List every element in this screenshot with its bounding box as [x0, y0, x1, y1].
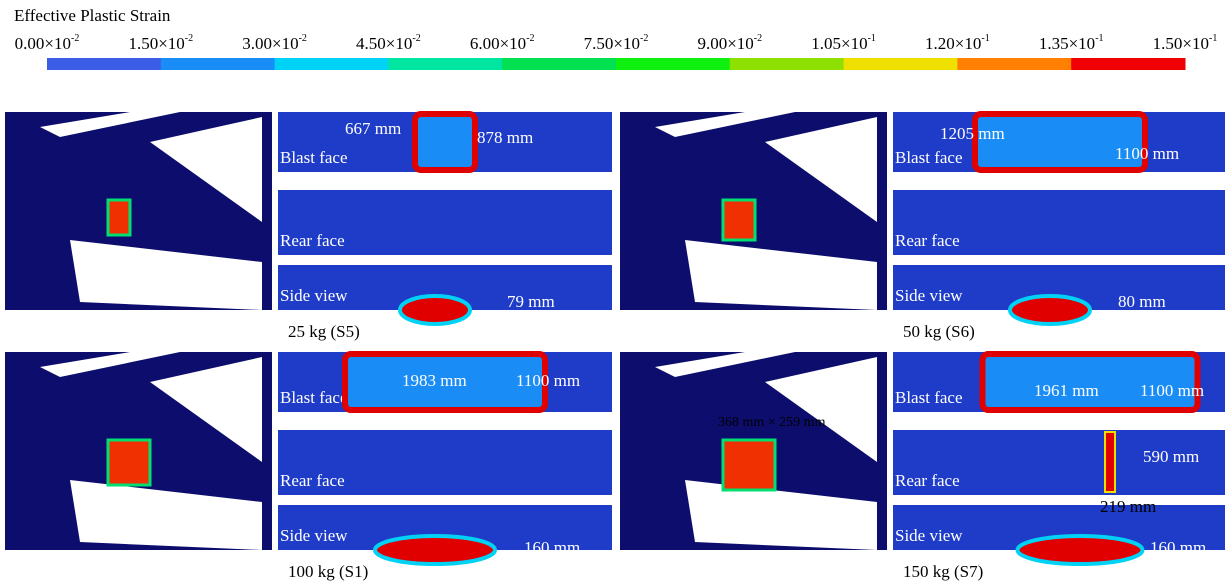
dimension-label: 1100 mm — [1115, 144, 1179, 163]
tick-base: 1.35×10 — [1039, 34, 1095, 53]
view-label: Blast face — [895, 148, 963, 167]
damage — [108, 440, 150, 485]
case-label: 100 kg (S1) — [288, 562, 368, 581]
panel: Blast face Rear face Side view 100 kg (S1) 1… — [5, 352, 612, 581]
view-label: Rear face — [895, 231, 960, 250]
panel: Blast face Rear face Side view 50 kg (S6) 12… — [620, 112, 1225, 341]
tick-exponent: -2 — [754, 33, 762, 44]
colorbar-tick-label: 7.50×10-2 — [584, 33, 649, 53]
colorbar-segment — [844, 58, 958, 70]
tick-base: 1.20×10 — [925, 34, 981, 53]
dimension-label: 80 mm — [1118, 292, 1166, 311]
colorbar-tick-label: 9.00×10-2 — [697, 33, 762, 53]
view-label: Side view — [895, 526, 963, 545]
view-label: Rear face — [280, 471, 345, 490]
colorbar-tick-label: 6.00×10-2 — [470, 33, 535, 53]
tick-exponent: -2 — [71, 33, 79, 44]
tick-base: 9.00×10 — [697, 34, 753, 53]
tick-exponent: -2 — [526, 33, 534, 44]
view-label: Rear face — [280, 231, 345, 250]
dimension-label: 1100 mm — [516, 371, 580, 390]
dimension-label: 1961 mm — [1034, 381, 1099, 400]
figure: Effective Plastic Strain 0.00×10-21.50×1… — [0, 0, 1225, 585]
colorbar-tick-label: 1.35×10-1 — [1039, 33, 1104, 53]
side-deformation — [400, 296, 470, 324]
view-label: Blast face — [895, 388, 963, 407]
damage — [723, 440, 775, 490]
panel: Blast face Rear face Side view 25 kg (S5) 66… — [5, 112, 612, 341]
side-deformation — [1018, 536, 1143, 564]
tick-base: 3.00×10 — [242, 34, 298, 53]
view-label: Blast face — [280, 148, 348, 167]
view-label: Side view — [280, 286, 348, 305]
tick-base: 7.50×10 — [584, 34, 640, 53]
tick-exponent: -2 — [299, 33, 307, 44]
colorbar-segment — [161, 58, 275, 70]
side-deformation — [1010, 296, 1090, 324]
colorbar-segment — [275, 58, 389, 70]
dimension-label: 160 mm — [1150, 538, 1206, 557]
colorbar-segment — [730, 58, 844, 70]
panel: Blast face Rear face Side view 150 kg (S7) 3… — [620, 352, 1225, 581]
colorbar-tick-label: 1.50×10-2 — [128, 33, 193, 53]
tick-exponent: -2 — [185, 33, 193, 44]
case-label: 25 kg (S5) — [288, 322, 360, 341]
tick-base: 4.50×10 — [356, 34, 412, 53]
dimension-label: 1983 mm — [402, 371, 467, 390]
colorbar-segment — [47, 58, 161, 70]
tick-exponent: -2 — [412, 33, 420, 44]
side-deformation — [375, 536, 495, 564]
tick-base: 1.50×10 — [128, 34, 184, 53]
tick-exponent: -1 — [1095, 33, 1103, 44]
colorbar-segment — [616, 58, 730, 70]
view-label: Side view — [280, 526, 348, 545]
dimension-label: 219 mm — [1100, 497, 1156, 516]
tick-base: 1.05×10 — [811, 34, 867, 53]
dimension-label: 1205 mm — [940, 124, 1005, 143]
view-label: Side view — [895, 286, 963, 305]
dimension-label: 878 mm — [477, 128, 533, 147]
rear-damage — [1105, 432, 1115, 492]
tick-base: 1.50×10 — [1153, 34, 1209, 53]
dimension-label: 79 mm — [507, 292, 555, 311]
case-label: 50 kg (S6) — [903, 322, 975, 341]
dimension-label: 590 mm — [1143, 447, 1199, 466]
tick-base: 6.00×10 — [470, 34, 526, 53]
dimension-label: 160 mm — [524, 538, 580, 557]
colorbar-segment — [502, 58, 616, 70]
colorbar-tick-label: 0.00×10-2 — [15, 33, 80, 53]
colorbar-tick-label: 4.50×10-2 — [356, 33, 421, 53]
tick-base: 0.00×10 — [15, 34, 71, 53]
colorbar-title: Effective Plastic Strain — [14, 6, 171, 25]
tick-exponent: -2 — [640, 33, 648, 44]
tick-exponent: -1 — [868, 33, 876, 44]
damage — [108, 200, 130, 235]
colorbar-tick-label: 1.05×10-1 — [811, 33, 876, 53]
view-label: Blast face — [280, 388, 348, 407]
colorbar-segment — [388, 58, 502, 70]
dimension-label: 368 mm × 259 mm — [718, 415, 826, 430]
dimension-label: 667 mm — [345, 119, 401, 138]
colorbar-segment — [1071, 58, 1185, 70]
case-label: 150 kg (S7) — [903, 562, 983, 581]
colorbar-segment — [957, 58, 1071, 70]
dimension-label: 1100 mm — [1140, 381, 1204, 400]
damage-zone — [415, 114, 475, 170]
colorbar-tick-label: 3.00×10-2 — [242, 33, 307, 53]
colorbar-tick-label: 1.20×10-1 — [925, 33, 990, 53]
tick-exponent: -1 — [981, 33, 989, 44]
tick-exponent: -1 — [1209, 33, 1217, 44]
colorbar-tick-label: 1.50×10-1 — [1153, 33, 1218, 53]
damage — [723, 200, 755, 240]
view-label: Rear face — [895, 471, 960, 490]
